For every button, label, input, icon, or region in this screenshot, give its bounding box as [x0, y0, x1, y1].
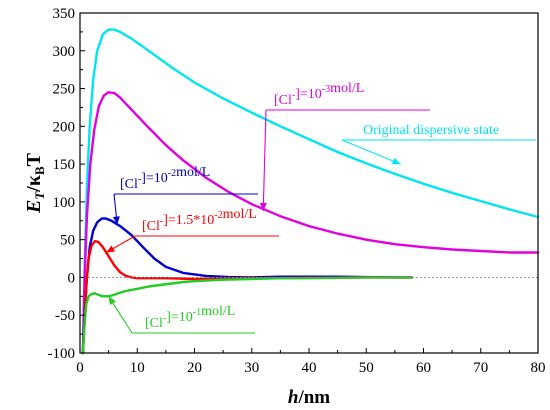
series-line-4	[81, 240, 414, 355]
annotation-superscript: -	[160, 216, 163, 227]
y-axis-title-kappa: κ	[23, 175, 45, 186]
annotation-label: [Cl-]=10-2mol/L	[120, 165, 210, 192]
x-tick-label: 80	[531, 360, 546, 376]
series-line-5	[81, 276, 414, 355]
annotation-leader	[262, 109, 267, 211]
annotation-text-part: Original dispersive state	[363, 123, 499, 138]
annotation-leader	[341, 139, 401, 165]
annotation-text-part: mol/L	[201, 304, 235, 319]
y-tick-label: 100	[53, 195, 76, 211]
annotation-arrowhead	[112, 216, 120, 225]
annotation-arrowhead	[391, 157, 401, 165]
annotation-text-part: mol/L	[223, 207, 257, 222]
y-tick-label: 0	[68, 270, 76, 286]
x-tick-label: 40	[302, 360, 317, 376]
y-axis-title-t: T	[23, 152, 45, 166]
annotation-superscript: -	[163, 313, 166, 324]
annotation-superscript: -	[292, 90, 295, 101]
x-axis-title-symbol: h	[288, 387, 299, 408]
annotation-arrowhead	[106, 245, 116, 253]
series-line-1	[81, 28, 540, 355]
x-tick-label: 20	[187, 360, 202, 376]
x-tick-label: 10	[130, 360, 145, 376]
y-tick-label: 250	[53, 82, 76, 98]
annotation-text-part: ]=10	[141, 171, 168, 186]
y-tick-label: 50	[60, 233, 75, 249]
annotation-superscript: -2	[168, 168, 176, 179]
axis-titles: h/nm ET/κBT	[23, 152, 330, 408]
y-tick-label: -100	[48, 346, 76, 362]
annotation-superscript: -3	[322, 84, 330, 95]
annotation-label: [Cl-]=1.5*10-2mol/L	[142, 207, 257, 234]
annotation-text-part: mol/L	[176, 165, 210, 180]
annotation-layer: Original dispersive state[Cl-]=10-3mol/L…	[106, 81, 536, 334]
annotation-text-part: ]=1.5*10	[163, 213, 214, 228]
y-axis-title-e: E	[23, 200, 45, 214]
y-tick-label: -50	[55, 308, 75, 324]
x-tick-label: 0	[76, 360, 84, 376]
x-axis-title-unit: /nm	[297, 387, 330, 408]
annotation-text-part: [Cl	[274, 93, 292, 108]
x-tick-label: 70	[473, 360, 488, 376]
annotation-text-part: [Cl	[145, 316, 163, 331]
y-tick-label: 200	[53, 119, 76, 135]
y-axis-title-slash: /	[23, 186, 45, 193]
annotation-text-part: mol/L	[330, 81, 364, 96]
annotation-superscript: -2	[214, 210, 222, 221]
tick-layer: 0 10 20 30 40 50 60 70 80 -100 -50 0 50 100 150 200 250 3…	[48, 6, 546, 376]
x-tick-label: 50	[359, 360, 374, 376]
annotation-text-part: [Cl	[142, 219, 160, 234]
annotation-text-part: ]=10	[295, 87, 322, 102]
y-tick-label: 300	[53, 44, 76, 60]
x-tick-label: 60	[416, 360, 431, 376]
y-axis-title-k-sub: B	[32, 166, 47, 175]
y-axis-title-e-sub: T	[32, 191, 47, 200]
annotation-text-part: ]=10	[166, 310, 193, 325]
annotation-arrowhead	[259, 202, 267, 211]
series-layer	[81, 28, 540, 355]
y-tick-label: 150	[53, 157, 76, 173]
annotation-superscript: -	[138, 174, 141, 185]
annotation-superscript: -1	[193, 307, 201, 318]
annotation-label: [Cl-]=10-3mol/L	[274, 81, 364, 108]
y-tick-label: 350	[53, 6, 76, 22]
x-axis-title: h/nm	[288, 387, 330, 408]
x-tick-label: 30	[244, 360, 259, 376]
annotation-arrowhead	[108, 296, 116, 305]
y-axis-title: ET/κBT	[23, 152, 47, 214]
annotation-text-part: [Cl	[120, 177, 138, 192]
series-line-2	[81, 91, 540, 355]
annotation-label: [Cl-]=10-1mol/L	[145, 304, 235, 331]
annotation-label: Original dispersive state	[363, 123, 499, 138]
